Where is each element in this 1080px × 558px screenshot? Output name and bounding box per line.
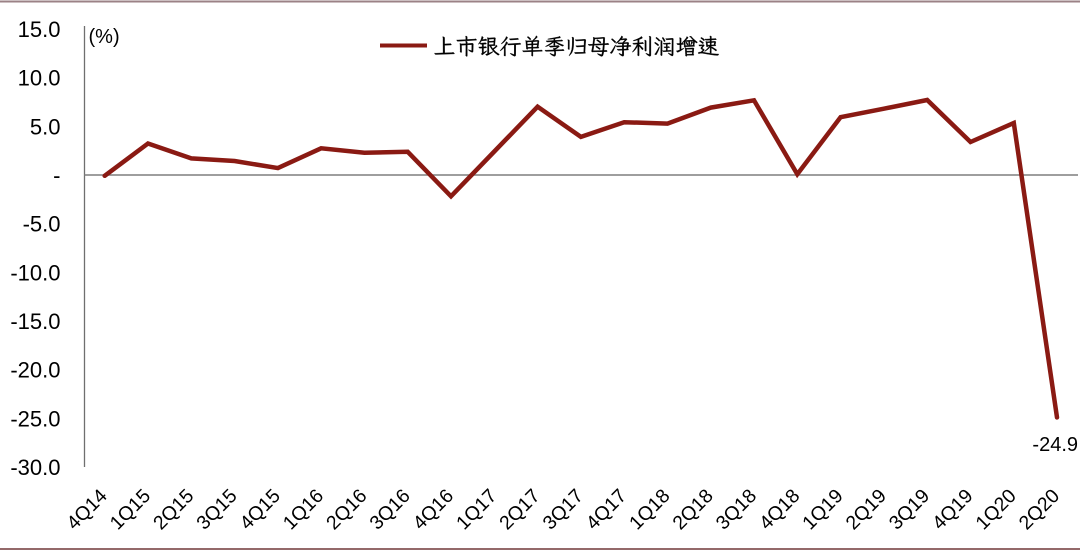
svg-text:-5.0: -5.0 — [23, 212, 61, 237]
svg-text:-10.0: -10.0 — [10, 260, 60, 285]
svg-text:10.0: 10.0 — [18, 66, 61, 91]
svg-text:-15.0: -15.0 — [10, 309, 60, 334]
svg-text:-30.0: -30.0 — [10, 455, 60, 480]
svg-text:5.0: 5.0 — [30, 114, 61, 139]
svg-text:-25.0: -25.0 — [10, 406, 60, 431]
svg-text:-: - — [53, 163, 60, 188]
svg-text:-20.0: -20.0 — [10, 358, 60, 383]
svg-text:-24.9: -24.9 — [1032, 434, 1078, 456]
svg-text:(%): (%) — [89, 26, 120, 48]
svg-text:15.0: 15.0 — [18, 17, 61, 42]
